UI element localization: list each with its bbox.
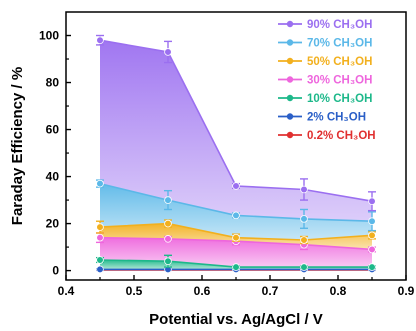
y-tick-label: 0 — [52, 264, 59, 278]
legend-marker — [286, 94, 294, 102]
data-point — [368, 197, 376, 206]
legend-label: 30% CH₃OH — [307, 75, 372, 87]
legend-marker — [286, 113, 294, 120]
legend-label: 70% CH₃OH — [307, 38, 372, 50]
data-point — [300, 185, 308, 194]
axis-ticks: 0.4 0.5 0.6 0.7 0.8 0.9 0 20 40 60 80 100 — [39, 29, 415, 298]
data-point — [164, 196, 172, 204]
series-line-layer — [96, 34, 376, 274]
x-axis-title: Potential vs. Ag/AgCl / V — [149, 311, 323, 328]
legend-marker — [286, 39, 294, 46]
legend-marker — [286, 76, 294, 83]
data-point — [232, 182, 240, 190]
data-point — [164, 235, 172, 243]
legend-label: 90% CH₃OH — [307, 19, 372, 31]
data-point — [300, 263, 308, 271]
data-point — [96, 233, 104, 242]
legend-label: 0.2% CH₃OH — [307, 130, 376, 142]
x-tick-label: 0.4 — [58, 284, 75, 298]
data-point — [96, 36, 104, 45]
legend-label: 10% CH₃OH — [307, 93, 372, 105]
data-point — [368, 245, 376, 254]
y-tick-label: 60 — [46, 123, 60, 137]
x-tick-label: 0.8 — [330, 284, 347, 298]
data-point — [232, 263, 240, 271]
data-point — [368, 217, 376, 226]
data-point — [96, 256, 104, 264]
legend-label: 2% CH₃OH — [307, 112, 366, 124]
y-tick-label: 100 — [39, 29, 59, 43]
data-point — [96, 179, 104, 188]
legend-marker — [286, 131, 294, 139]
data-point — [164, 48, 172, 56]
data-point — [232, 211, 240, 220]
data-point — [164, 219, 172, 228]
y-axis-title: Faraday Efficiency / % — [9, 67, 26, 225]
legend-label: 50% CH₃OH — [307, 56, 372, 68]
data-point — [164, 257, 172, 265]
y-tick-label: 20 — [46, 217, 60, 231]
legend: 90% CH₃OH 70% CH₃OH 50% CH₃OH 30% CH₃OH 10% … — [278, 19, 376, 142]
y-tick-label: 80 — [46, 76, 60, 90]
data-point — [232, 233, 240, 242]
x-tick-label: 0.6 — [194, 284, 211, 298]
legend-marker — [286, 20, 294, 28]
data-point — [300, 236, 308, 244]
y-tick-label: 40 — [46, 170, 60, 184]
x-tick-label: 0.7 — [262, 284, 279, 298]
data-point — [96, 223, 104, 231]
data-point — [300, 215, 308, 223]
x-tick-label: 0.5 — [126, 284, 143, 298]
data-point — [368, 263, 376, 271]
data-point — [96, 265, 104, 274]
legend-marker — [286, 57, 294, 65]
area-0 — [100, 40, 372, 222]
x-tick-label: 0.9 — [398, 284, 415, 298]
data-point — [368, 231, 376, 240]
